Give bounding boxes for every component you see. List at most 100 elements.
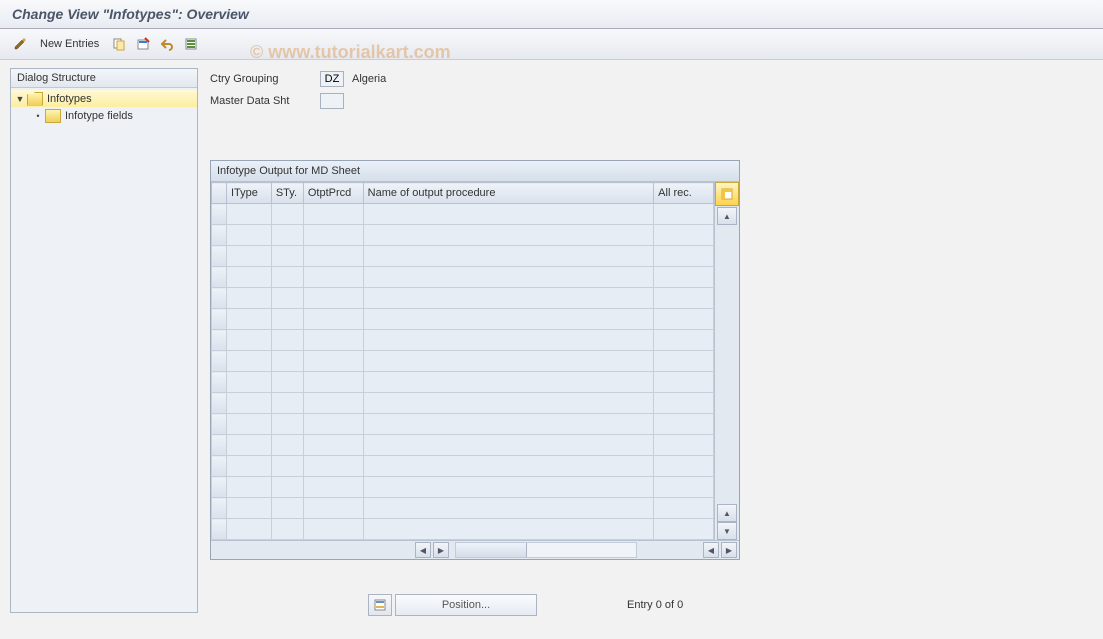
cell[interactable]: [303, 372, 363, 393]
table-row[interactable]: [212, 393, 714, 414]
table-row[interactable]: [212, 246, 714, 267]
cell[interactable]: [303, 225, 363, 246]
ctry-grouping-input[interactable]: [320, 71, 344, 87]
cell[interactable]: [226, 414, 271, 435]
cell[interactable]: [271, 435, 303, 456]
hscroll-right2-icon[interactable]: ▶: [721, 542, 737, 558]
cell[interactable]: [303, 267, 363, 288]
col-name[interactable]: Name of output procedure: [363, 183, 654, 204]
cell[interactable]: [654, 414, 714, 435]
cell[interactable]: [303, 477, 363, 498]
cell[interactable]: [271, 519, 303, 540]
row-selector[interactable]: [212, 498, 227, 519]
cell[interactable]: [271, 267, 303, 288]
cell[interactable]: [654, 267, 714, 288]
cell[interactable]: [654, 435, 714, 456]
hscroll-left2-icon[interactable]: ◀: [703, 542, 719, 558]
row-selector[interactable]: [212, 477, 227, 498]
cell[interactable]: [226, 372, 271, 393]
col-otptprcd[interactable]: OtptPrcd: [303, 183, 363, 204]
scroll-up-icon[interactable]: ▲: [717, 207, 737, 225]
row-selector[interactable]: [212, 372, 227, 393]
row-selector[interactable]: [212, 435, 227, 456]
cell[interactable]: [271, 393, 303, 414]
cell[interactable]: [271, 498, 303, 519]
cell[interactable]: [654, 498, 714, 519]
cell[interactable]: [271, 309, 303, 330]
cell[interactable]: [654, 393, 714, 414]
table-row[interactable]: [212, 372, 714, 393]
cell[interactable]: [271, 351, 303, 372]
col-itype[interactable]: IType: [226, 183, 271, 204]
copy-as-icon[interactable]: [109, 34, 129, 54]
table-row[interactable]: [212, 519, 714, 540]
cell[interactable]: [654, 519, 714, 540]
scroll-down-icon[interactable]: ▲: [717, 504, 737, 522]
cell[interactable]: [271, 372, 303, 393]
cell[interactable]: [226, 519, 271, 540]
cell[interactable]: [226, 225, 271, 246]
cell[interactable]: [363, 330, 654, 351]
cell[interactable]: [363, 414, 654, 435]
hscroll-left-icon[interactable]: ◀: [415, 542, 431, 558]
cell[interactable]: [363, 204, 654, 225]
cell[interactable]: [226, 435, 271, 456]
cell[interactable]: [363, 519, 654, 540]
cell[interactable]: [271, 477, 303, 498]
row-selector[interactable]: [212, 225, 227, 246]
hscroll-thumb[interactable]: [456, 543, 527, 557]
table-row[interactable]: [212, 414, 714, 435]
cell[interactable]: [363, 351, 654, 372]
cell[interactable]: [363, 246, 654, 267]
cell[interactable]: [303, 456, 363, 477]
table-row[interactable]: [212, 204, 714, 225]
toggle-display-change-icon[interactable]: [10, 34, 30, 54]
cell[interactable]: [363, 372, 654, 393]
cell[interactable]: [226, 267, 271, 288]
tree-node-infotypes[interactable]: ▼ Infotypes: [11, 90, 197, 107]
new-entries-button[interactable]: New Entries: [34, 34, 105, 54]
cell[interactable]: [654, 456, 714, 477]
cell[interactable]: [303, 288, 363, 309]
table-row[interactable]: [212, 309, 714, 330]
cell[interactable]: [271, 225, 303, 246]
cell[interactable]: [363, 435, 654, 456]
cell[interactable]: [303, 435, 363, 456]
table-row[interactable]: [212, 498, 714, 519]
cell[interactable]: [271, 330, 303, 351]
cell[interactable]: [654, 204, 714, 225]
cell[interactable]: [654, 225, 714, 246]
cell[interactable]: [363, 456, 654, 477]
table-row[interactable]: [212, 351, 714, 372]
cell[interactable]: [303, 204, 363, 225]
master-data-sht-input[interactable]: [320, 93, 344, 109]
cell[interactable]: [363, 225, 654, 246]
cell[interactable]: [303, 393, 363, 414]
cell[interactable]: [303, 498, 363, 519]
cell[interactable]: [226, 456, 271, 477]
row-selector[interactable]: [212, 267, 227, 288]
cell[interactable]: [303, 519, 363, 540]
cell[interactable]: [363, 498, 654, 519]
cell[interactable]: [226, 351, 271, 372]
cell[interactable]: [226, 498, 271, 519]
cell[interactable]: [654, 372, 714, 393]
row-selector[interactable]: [212, 414, 227, 435]
cell[interactable]: [271, 456, 303, 477]
cell[interactable]: [303, 330, 363, 351]
undo-change-icon[interactable]: [157, 34, 177, 54]
scroll-bottom-icon[interactable]: ▼: [717, 522, 737, 540]
cell[interactable]: [271, 246, 303, 267]
row-selector[interactable]: [212, 351, 227, 372]
table-row[interactable]: [212, 330, 714, 351]
cell[interactable]: [303, 246, 363, 267]
cell[interactable]: [303, 309, 363, 330]
cell[interactable]: [226, 309, 271, 330]
cell[interactable]: [654, 330, 714, 351]
cell[interactable]: [654, 309, 714, 330]
hscroll-right-icon[interactable]: ▶: [433, 542, 449, 558]
cell[interactable]: [226, 330, 271, 351]
cell[interactable]: [303, 351, 363, 372]
table-row[interactable]: [212, 225, 714, 246]
cell[interactable]: [226, 477, 271, 498]
